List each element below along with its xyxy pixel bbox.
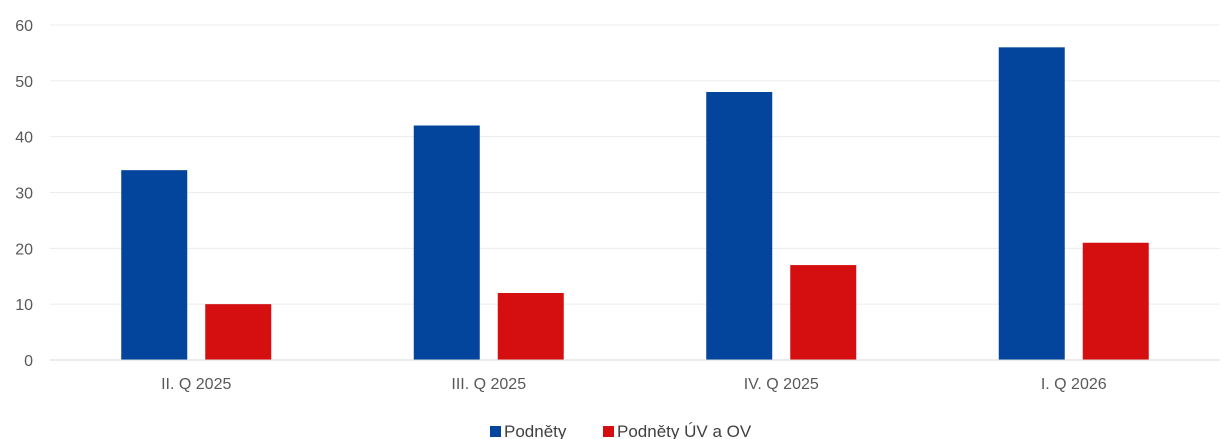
x-axis-ticks: II. Q 2025 III. Q 2025 IV. Q 2025 I. Q 2026 [161, 376, 1107, 393]
legend-label: Podněty ÚV a OV [617, 422, 752, 439]
y-axis-ticks: 0 10 20 30 40 50 60 [15, 18, 33, 370]
y-tick-label: 60 [15, 18, 33, 35]
bar-podnety [413, 125, 480, 360]
y-tick-label: 30 [15, 186, 33, 203]
bar-podnety [121, 170, 188, 360]
x-tick-label: II. Q 2025 [161, 376, 231, 393]
y-tick-label: 0 [24, 353, 33, 370]
bar-podnety [706, 92, 773, 360]
y-tick-label: 50 [15, 74, 33, 91]
x-tick-label: III. Q 2025 [451, 376, 526, 393]
y-tick-label: 10 [15, 297, 33, 314]
legend-swatch [603, 426, 614, 437]
x-tick-label: I. Q 2026 [1041, 376, 1107, 393]
bar-podnety-uv-ov [790, 265, 857, 360]
bar-podnety-uv-ov [205, 304, 272, 360]
bar-podnety-uv-ov [1082, 242, 1149, 360]
bars [121, 47, 1149, 360]
x-tick-label: IV. Q 2025 [744, 376, 819, 393]
bar-podnety [998, 47, 1065, 360]
legend-swatch [490, 426, 501, 437]
legend: Podněty Podněty ÚV a OV [490, 422, 752, 439]
bar-podnety-uv-ov [497, 293, 564, 360]
legend-label: Podněty [504, 422, 567, 439]
y-tick-label: 40 [15, 130, 33, 147]
y-tick-label: 20 [15, 241, 33, 258]
